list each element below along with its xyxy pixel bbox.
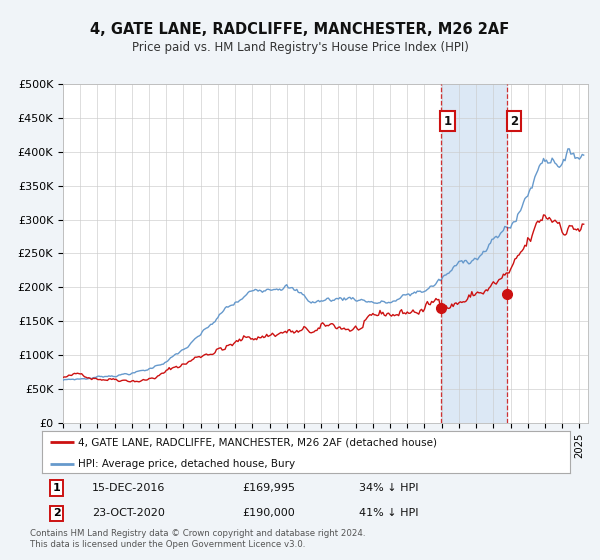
Text: 41% ↓ HPI: 41% ↓ HPI	[359, 508, 418, 519]
Text: This data is licensed under the Open Government Licence v3.0.: This data is licensed under the Open Gov…	[30, 540, 305, 549]
Text: 4, GATE LANE, RADCLIFFE, MANCHESTER, M26 2AF (detached house): 4, GATE LANE, RADCLIFFE, MANCHESTER, M26…	[78, 437, 437, 447]
Text: 23-OCT-2020: 23-OCT-2020	[92, 508, 165, 519]
Text: £190,000: £190,000	[242, 508, 295, 519]
Text: 2: 2	[510, 115, 518, 128]
Text: 15-DEC-2016: 15-DEC-2016	[92, 483, 166, 493]
Text: 1: 1	[443, 115, 452, 128]
Text: £169,995: £169,995	[242, 483, 296, 493]
Text: 4, GATE LANE, RADCLIFFE, MANCHESTER, M26 2AF: 4, GATE LANE, RADCLIFFE, MANCHESTER, M26…	[91, 22, 509, 38]
Text: HPI: Average price, detached house, Bury: HPI: Average price, detached house, Bury	[78, 459, 295, 469]
Text: 1: 1	[53, 483, 61, 493]
Bar	[441, 84, 507, 423]
Text: 2: 2	[53, 508, 61, 519]
Text: Contains HM Land Registry data © Crown copyright and database right 2024.: Contains HM Land Registry data © Crown c…	[30, 529, 365, 538]
Text: 34% ↓ HPI: 34% ↓ HPI	[359, 483, 418, 493]
Text: Price paid vs. HM Land Registry's House Price Index (HPI): Price paid vs. HM Land Registry's House …	[131, 41, 469, 54]
